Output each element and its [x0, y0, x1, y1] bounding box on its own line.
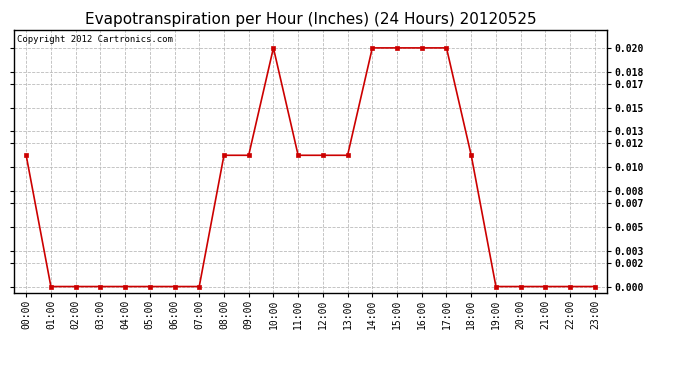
Title: Evapotranspiration per Hour (Inches) (24 Hours) 20120525: Evapotranspiration per Hour (Inches) (24… [85, 12, 536, 27]
Text: Copyright 2012 Cartronics.com: Copyright 2012 Cartronics.com [17, 35, 172, 44]
